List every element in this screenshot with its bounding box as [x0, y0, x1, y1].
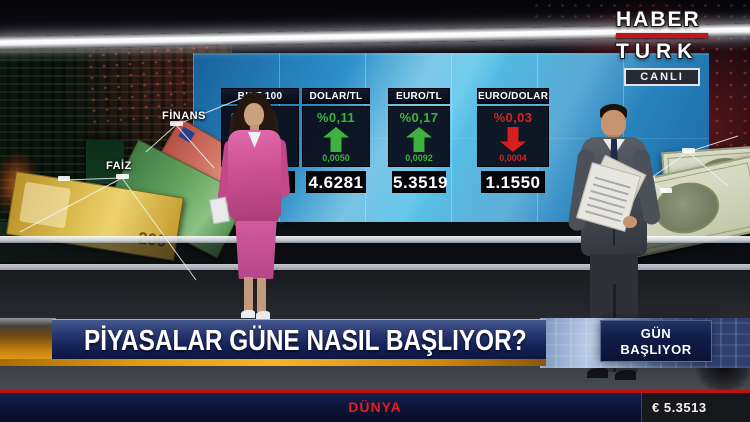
ticker-red-line [0, 390, 750, 393]
face [601, 110, 626, 137]
logo-red-bar [616, 33, 708, 38]
floor-light-strip [0, 264, 750, 270]
background-label-finans: FİNANS [162, 110, 206, 122]
floor-shadow-band [0, 243, 750, 264]
floor-light-strip [0, 236, 750, 243]
quote-delta: 0,0004 [499, 153, 527, 163]
quote-header: EURO/DOLAR [477, 88, 549, 104]
background-label-faiz: FAİZ [106, 160, 132, 172]
headline-text: PİYASALAR GÜNE NASIL BAŞLIYOR? [84, 325, 527, 357]
quote-value: 5.3519 [392, 171, 448, 193]
lower-third-left-cap [0, 318, 56, 366]
neck [250, 125, 259, 133]
presenter-woman [208, 92, 300, 324]
shoe [587, 368, 608, 378]
quote-column-euro-dolar: EURO/DOLAR %0,03 0,0004 1.1550 [477, 88, 549, 193]
quote-delta: 0,0050 [322, 153, 350, 163]
quote-column-dolar-tl: DOLAR/TL %0,11 0,0050 4.6281 [302, 88, 370, 193]
face [244, 103, 264, 127]
shoe [256, 311, 270, 319]
quote-value: 1.1550 [481, 171, 545, 193]
live-badge: CANLI [624, 68, 700, 86]
tie [610, 139, 618, 166]
quote-value: 4.6281 [306, 171, 366, 193]
ticker-bar [0, 393, 750, 422]
ticker-rate-box: € 5.3513 [641, 393, 750, 422]
lower-third-underline [0, 359, 546, 366]
shoe [241, 310, 255, 318]
quote-header: DOLAR/TL [302, 88, 370, 104]
program-badge: GÜN BAŞLIYOR [600, 320, 712, 362]
quote-change-pct: %0,03 [493, 110, 533, 125]
quote-header: EURO/TL [388, 88, 450, 104]
quote-change-pct: %0,17 [399, 110, 439, 125]
quote-delta: 0,0092 [405, 153, 433, 163]
leg [244, 277, 253, 312]
hand [623, 216, 637, 228]
ticker-category: DÜNYA [348, 399, 402, 415]
lower-third-band [52, 319, 546, 360]
euro-rate: € 5.3513 [652, 400, 707, 415]
badge-line1: GÜN [640, 326, 672, 341]
badge-line2: BAŞLIYOR [620, 342, 692, 357]
logo-text-turk: TURK [616, 40, 699, 63]
pink-skirt [235, 221, 277, 279]
leg [257, 278, 266, 312]
logo-text-haber: HABER [616, 8, 701, 31]
quote-change-pct: %0,11 [316, 110, 356, 125]
channel-logo: HABER TURK CANLI [616, 8, 712, 86]
presenter-man [560, 104, 664, 396]
quote-column-euro-tl: EURO/TL %0,17 0,0092 5.3519 [388, 88, 450, 193]
shoe [615, 370, 636, 380]
